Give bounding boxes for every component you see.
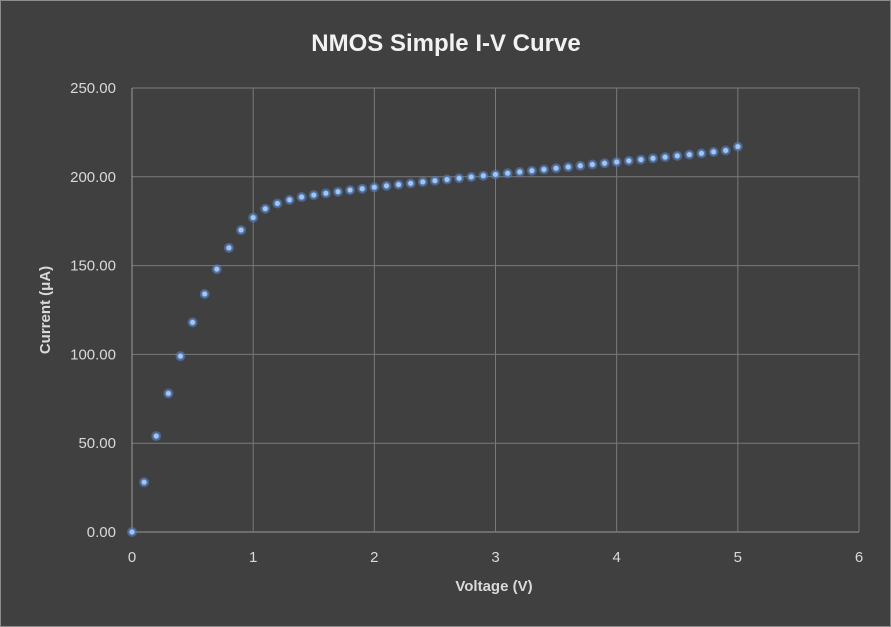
data-point (601, 159, 609, 167)
data-point (261, 205, 269, 213)
data-point (443, 175, 451, 183)
y-tick-label: 200.00 (70, 169, 116, 186)
data-point (419, 178, 427, 186)
y-axis-title: Current (μA) (37, 266, 54, 354)
data-point (358, 185, 366, 193)
y-tick-label: 150.00 (70, 258, 116, 275)
data-point (225, 244, 233, 252)
x-tick-label: 2 (370, 549, 378, 566)
data-point (431, 177, 439, 185)
data-point (540, 166, 548, 174)
data-point (298, 193, 306, 201)
data-point (588, 161, 596, 169)
data-point (249, 214, 257, 222)
tick-labels: 0.00 50.00 100.00 150.00 200.00 250.00 0 1 2 3 4 5 6 (70, 80, 863, 566)
data-point (479, 172, 487, 180)
data-point (661, 153, 669, 161)
data-point (382, 182, 390, 190)
data-point (237, 226, 245, 234)
x-axis-title: Voltage (V) (455, 578, 532, 595)
data-point (576, 162, 584, 170)
data-point (140, 478, 148, 486)
data-point (528, 167, 536, 175)
data-point (310, 191, 318, 199)
data-point (685, 151, 693, 159)
data-point (637, 156, 645, 164)
data-point (164, 389, 172, 397)
x-tick-label: 3 (491, 549, 499, 566)
data-point (370, 183, 378, 191)
data-point (176, 352, 184, 360)
x-tick-label: 1 (249, 549, 257, 566)
data-point (492, 170, 499, 178)
data-point (516, 168, 524, 176)
data-point (152, 432, 160, 440)
data-point (697, 149, 705, 157)
data-point (613, 158, 621, 166)
x-tick-label: 6 (855, 549, 863, 566)
data-point (625, 157, 633, 165)
y-tick-label: 50.00 (78, 435, 116, 452)
data-point (407, 179, 415, 187)
data-point (467, 173, 475, 181)
data-point (273, 199, 281, 207)
y-tick-label: 100.00 (70, 346, 116, 363)
data-point (552, 164, 560, 172)
data-point (395, 181, 403, 189)
data-point (722, 147, 730, 155)
x-tick-label: 4 (612, 549, 620, 566)
data-point (213, 265, 221, 273)
x-tick-label: 0 (128, 549, 136, 566)
data-point (201, 290, 209, 298)
data-point (673, 152, 681, 160)
chart-title: NMOS Simple I-V Curve (311, 30, 580, 57)
data-point (346, 186, 354, 194)
data-point (322, 189, 330, 197)
grid-layer (131, 87, 860, 533)
y-tick-label: 250.00 (70, 80, 116, 97)
data-point (710, 148, 718, 156)
data-point (649, 154, 657, 162)
data-point (564, 163, 572, 171)
data-point (286, 196, 294, 204)
data-point (189, 318, 197, 326)
data-point (334, 188, 342, 196)
x-tick-label: 5 (734, 549, 742, 566)
data-point (504, 169, 512, 177)
data-point (455, 174, 463, 182)
y-tick-label: 0.00 (87, 524, 116, 541)
data-point (128, 528, 136, 536)
data-point (734, 143, 742, 151)
data-points (127, 141, 743, 537)
